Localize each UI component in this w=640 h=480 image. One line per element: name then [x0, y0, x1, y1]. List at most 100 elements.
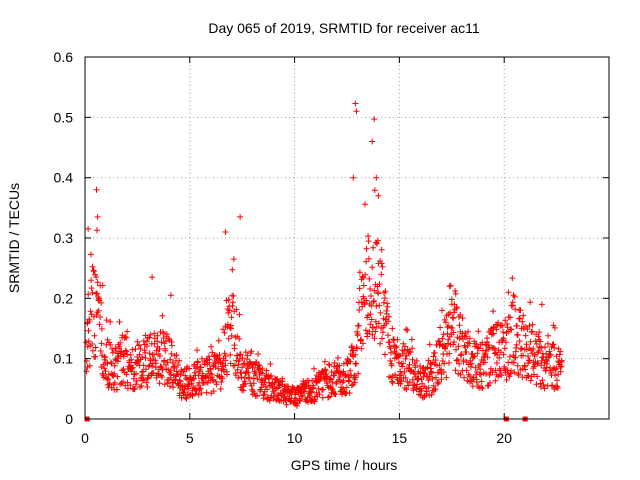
data-point [368, 293, 374, 299]
data-point [222, 362, 229, 369]
data-point [509, 302, 516, 309]
data-point [123, 334, 130, 341]
data-point [194, 359, 201, 366]
y-tick-label: 0.3 [54, 230, 74, 246]
data-point [519, 374, 526, 381]
data-point [175, 362, 181, 368]
data-point [369, 331, 376, 338]
data-point [196, 386, 203, 393]
data-point [403, 326, 410, 333]
data-point [409, 345, 416, 352]
data-point [428, 370, 435, 376]
data-point [154, 338, 161, 345]
data-point [98, 325, 105, 332]
data-point [507, 314, 514, 321]
data-point [551, 344, 558, 351]
data-point [326, 393, 333, 400]
data-point [158, 364, 165, 371]
data-point [535, 360, 542, 367]
data-point [550, 341, 557, 348]
y-tick-label: 0.6 [54, 49, 74, 65]
data-point [156, 380, 163, 387]
data-point [99, 282, 106, 289]
chart-title: Day 065 of 2019, SRMTID for receiver ac1… [208, 20, 480, 36]
data-point [336, 362, 343, 369]
data-point [439, 307, 445, 314]
data-point [176, 377, 183, 384]
data-point [228, 314, 235, 321]
data-point [83, 339, 90, 346]
data-point [151, 351, 158, 358]
data-point [102, 368, 109, 375]
data-point [403, 386, 410, 393]
data-point [374, 240, 380, 247]
data-point [249, 364, 256, 371]
data-point [421, 370, 428, 377]
data-point [193, 387, 200, 394]
data-point [134, 338, 141, 345]
data-point [83, 368, 90, 375]
data-point [167, 383, 173, 390]
data-point [85, 225, 92, 232]
data-point [526, 357, 533, 364]
data-point [264, 386, 270, 393]
data-point [536, 329, 543, 336]
data-point [368, 316, 375, 323]
data-point [167, 367, 174, 374]
data-point [479, 339, 486, 346]
data-point [146, 350, 153, 357]
data-point [478, 378, 485, 385]
data-point [149, 274, 156, 281]
data-point [168, 342, 175, 349]
data-point [96, 321, 103, 328]
data-point [465, 328, 472, 335]
data-point [452, 290, 459, 297]
data-point [444, 330, 451, 337]
data-point [535, 348, 542, 355]
data-point [186, 365, 192, 372]
data-point [547, 351, 554, 358]
data-point [408, 336, 415, 343]
data-point [208, 343, 215, 350]
data-point [461, 374, 468, 381]
data-point [457, 371, 464, 378]
data-point [537, 380, 544, 387]
data-point [474, 344, 481, 351]
data-point [104, 336, 111, 343]
data-point [495, 319, 502, 326]
data-point [225, 296, 232, 303]
data-point [453, 304, 460, 311]
data-point [372, 328, 379, 335]
data-point [104, 375, 111, 382]
data-point [527, 377, 534, 384]
data-point [238, 374, 245, 381]
data-point [500, 329, 507, 335]
data-point [140, 362, 147, 369]
data-point [552, 372, 559, 379]
data-point [165, 335, 172, 342]
data-point [89, 347, 96, 354]
data-point [510, 359, 517, 366]
data-point [326, 362, 333, 369]
data-point [557, 348, 564, 355]
data-point [520, 352, 526, 359]
data-point [257, 369, 264, 376]
data-point [459, 315, 466, 322]
data-point [140, 338, 147, 344]
data-point [375, 192, 382, 199]
data-point [447, 282, 454, 289]
data-point [122, 347, 129, 354]
data-point [94, 213, 101, 220]
data-point [262, 383, 269, 390]
data-point [221, 329, 228, 336]
data-point [369, 138, 376, 145]
x-tick-label: 15 [392, 430, 408, 446]
data-point [106, 380, 113, 387]
data-point [308, 388, 315, 395]
data-point [429, 375, 436, 382]
data-point [371, 187, 378, 194]
data-point [397, 380, 404, 387]
data-point [156, 346, 163, 352]
data-point [360, 282, 367, 289]
data-point [91, 332, 98, 339]
